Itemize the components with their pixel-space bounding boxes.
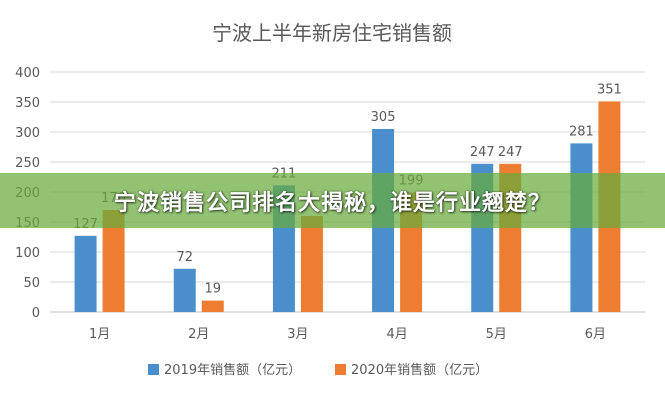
banner-headline: 宁波销售公司排名大揭秘，谁是行业翘楚？ [113, 190, 551, 216]
data-label: 19 [204, 282, 221, 297]
x-tick-label: 1月 [89, 327, 110, 342]
x-tick-label: 4月 [386, 327, 407, 342]
y-tick-label: 300 [15, 126, 40, 141]
x-axis-ticks: 1月 2月 3月 4月 5月 6月 [89, 327, 606, 342]
overlay-banner [0, 173, 665, 228]
x-tick-label: 3月 [287, 327, 308, 342]
data-label: 305 [371, 110, 396, 125]
bar-series2 [300, 216, 323, 312]
chart-title: 宁波上半年新房住宅销售额 [212, 21, 452, 45]
legend-label: 2019年销售额（亿元） [164, 362, 301, 378]
legend-label: 2020年销售额（亿元） [351, 362, 488, 378]
y-tick-label: 350 [15, 96, 40, 111]
y-tick-label: 100 [15, 246, 40, 261]
data-label: 281 [569, 124, 594, 139]
data-label: 247 [498, 145, 523, 160]
data-label: 351 [597, 82, 622, 97]
y-tick-label: 0 [32, 306, 40, 321]
bar-series1 [173, 268, 196, 312]
y-tick-label: 50 [23, 276, 40, 291]
legend-swatch [148, 364, 159, 375]
bar-series2 [102, 210, 125, 312]
x-tick-label: 2月 [188, 327, 209, 342]
data-label: 72 [176, 250, 193, 265]
bar-series2 [201, 300, 224, 312]
y-tick-label: 400 [15, 66, 40, 81]
data-label: 247 [470, 145, 495, 160]
bar-series1 [74, 235, 97, 312]
y-tick-label: 250 [15, 156, 40, 171]
legend: 2019年销售额（亿元） 2020年销售额（亿元） [148, 362, 488, 378]
legend-swatch [335, 364, 346, 375]
x-tick-label: 5月 [486, 327, 507, 342]
x-tick-label: 6月 [585, 327, 606, 342]
